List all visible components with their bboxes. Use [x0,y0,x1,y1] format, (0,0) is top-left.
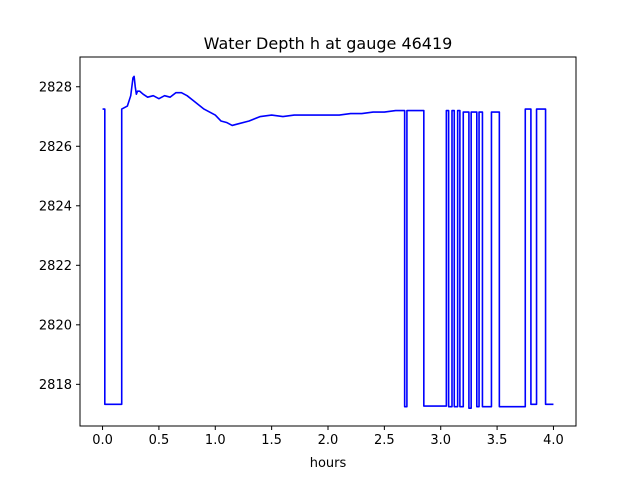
x-tick-label: 2.5 [374,433,395,448]
y-tick-label: 2822 [39,259,72,274]
y-tick-label: 2824 [39,199,72,214]
chart-title: Water Depth h at gauge 46419 [204,34,453,53]
y-tick-label: 2828 [39,80,72,95]
x-tick-label: 0.5 [149,433,170,448]
x-tick-label: 1.5 [261,433,282,448]
plot-area [102,75,554,409]
x-axis: 0.0 0.5 1.0 1.5 2.0 2.5 3.0 3.5 4.0 [92,426,564,448]
x-tick-label: 4.0 [543,433,564,448]
y-tick-label: 2826 [39,140,72,155]
x-axis-label: hours [310,456,347,471]
y-tick-label: 2820 [39,318,72,333]
x-tick-label: 3.0 [430,433,451,448]
series-line-0 [102,75,554,409]
x-tick-label: 1.0 [205,433,226,448]
x-tick-label: 2.0 [318,433,339,448]
x-tick-label: 0.0 [92,433,113,448]
y-tick-label: 2818 [39,378,72,393]
y-axis: 2818 2820 2822 2824 2826 2828 [39,80,80,393]
x-tick-label: 3.5 [487,433,508,448]
